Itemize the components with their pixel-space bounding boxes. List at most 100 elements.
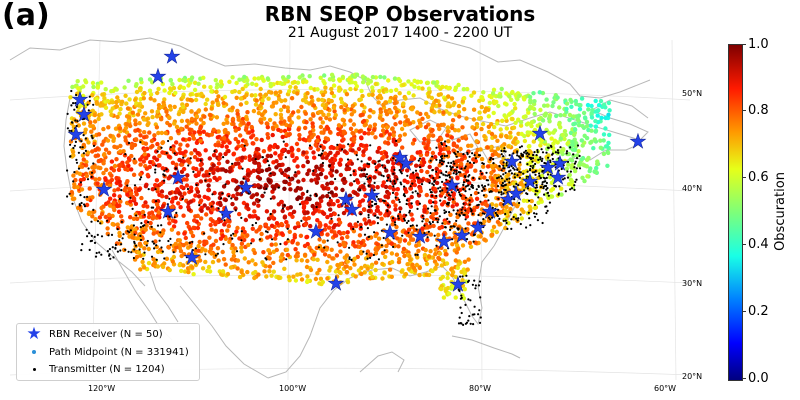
path-midpoint (254, 137, 259, 142)
path-midpoint (256, 167, 261, 172)
path-midpoint (96, 132, 102, 137)
receiver-star: ★ (521, 169, 539, 193)
transmitter-dot (341, 148, 344, 151)
path-midpoint (123, 125, 129, 131)
transmitter-dot (376, 222, 379, 225)
path-midpoint (260, 193, 265, 199)
transmitter-dot (346, 158, 350, 161)
path-midpoint (310, 203, 315, 209)
path-midpoint (100, 92, 105, 97)
path-midpoint (320, 248, 325, 253)
transmitter-dot (407, 219, 410, 223)
path-midpoint (211, 242, 216, 247)
path-midpoint (394, 224, 399, 230)
path-midpoint (167, 221, 172, 226)
path-midpoint (386, 78, 391, 83)
transmitter-dot (298, 203, 302, 206)
path-midpoint (214, 89, 219, 95)
path-midpoint (111, 200, 117, 205)
path-midpoint (328, 220, 333, 225)
path-midpoint (250, 226, 255, 231)
path-midpoint (155, 264, 161, 269)
path-midpoint (139, 195, 144, 201)
path-midpoint (459, 161, 464, 167)
path-midpoint (286, 74, 291, 80)
path-midpoint (147, 130, 152, 135)
path-midpoint (532, 111, 537, 117)
path-midpoint (291, 110, 296, 115)
path-midpoint (268, 153, 274, 159)
receiver-star: ★ (149, 64, 167, 88)
path-midpoint (319, 198, 324, 204)
path-midpoint (278, 168, 283, 173)
transmitter-dot (452, 209, 455, 212)
transmitter-dot (281, 207, 284, 210)
path-midpoint (607, 108, 612, 113)
path-midpoint (459, 157, 464, 162)
path-midpoint (185, 158, 190, 163)
path-midpoint (235, 266, 240, 271)
path-midpoint (267, 269, 272, 274)
path-midpoint (203, 148, 208, 153)
path-midpoint (218, 84, 224, 89)
transmitter-dot (468, 161, 472, 164)
transmitter-dot (405, 202, 408, 206)
transmitter-dot (191, 240, 194, 243)
path-midpoint (482, 175, 487, 180)
path-midpoint (313, 142, 318, 147)
path-midpoint (267, 145, 272, 151)
legend-midpoint-label: Path Midpoint (N = 331941) (49, 346, 189, 358)
path-midpoint (306, 168, 312, 173)
path-midpoint (360, 93, 365, 99)
path-midpoint (308, 267, 314, 273)
transmitter-dot (466, 153, 469, 156)
path-midpoint (112, 193, 117, 198)
transmitter-dot (541, 183, 544, 186)
path-midpoint (286, 132, 291, 138)
path-midpoint (207, 156, 212, 161)
path-midpoint (471, 90, 477, 95)
path-midpoint (588, 123, 593, 128)
path-midpoint (486, 107, 491, 113)
path-midpoint (264, 209, 270, 214)
path-midpoint (107, 212, 112, 218)
path-midpoint (137, 103, 142, 108)
path-midpoint (316, 97, 321, 102)
transmitter-dot (435, 217, 438, 220)
transmitter-dot (574, 160, 577, 163)
path-midpoint (409, 82, 414, 87)
path-midpoint (129, 167, 134, 172)
transmitter-dot (443, 154, 446, 158)
path-midpoint (99, 112, 104, 117)
path-midpoint (335, 262, 340, 268)
map-title: RBN SEQP Observations (264, 2, 536, 26)
transmitter-dot (405, 214, 408, 217)
transmitter-dot (392, 245, 395, 248)
path-midpoint (557, 122, 562, 127)
path-midpoint (233, 128, 238, 133)
path-midpoint (328, 171, 333, 176)
path-midpoint (83, 78, 88, 83)
path-midpoint (130, 235, 135, 240)
path-midpoint (196, 194, 202, 199)
path-midpoint (148, 160, 153, 165)
legend-row-receiver: ★ RBN Receiver (N = 50) (23, 326, 162, 343)
path-midpoint (601, 132, 607, 137)
transmitter-dot (162, 173, 165, 176)
path-midpoint (141, 117, 147, 122)
path-midpoint (211, 163, 216, 168)
transmitter-dot (420, 183, 424, 186)
path-midpoint (280, 81, 285, 87)
path-midpoint (229, 257, 235, 262)
path-midpoint (267, 89, 272, 95)
transmitter-dot (453, 169, 456, 172)
transmitter-dot (386, 204, 389, 207)
path-midpoint (504, 126, 509, 131)
path-midpoint (144, 166, 150, 171)
path-midpoint (394, 191, 399, 197)
lon-label-80w: 80°W (469, 384, 492, 393)
path-midpoint (202, 114, 207, 119)
path-midpoint (225, 138, 230, 143)
transmitter-dot (232, 232, 235, 235)
path-midpoint (385, 159, 391, 164)
